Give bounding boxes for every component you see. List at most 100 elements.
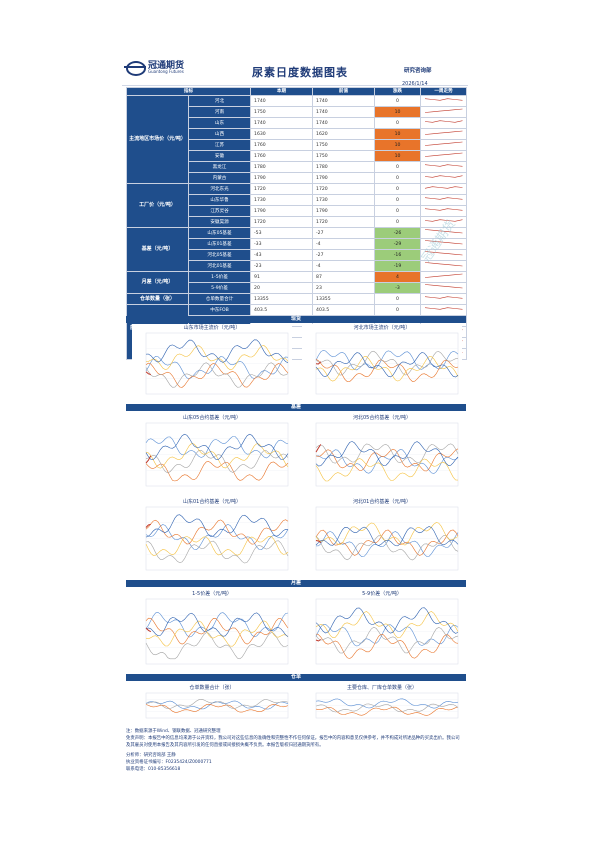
previous-value: 1720 [312,216,376,229]
chart-title: 1-5价差（元/吨） [192,591,232,597]
column-header: 前值 [312,86,376,97]
indicator-name: 山东华鲁 [187,194,252,207]
weekly-trend-sparkline [420,183,468,196]
chart-hb01-basis-plot [315,506,459,571]
series-line [145,620,289,647]
series-line [315,356,459,382]
chart-warehouse-total-plot [145,692,289,719]
weekly-trend-sparkline [420,271,468,284]
change-value: -3 [374,282,422,295]
series-line [315,448,459,472]
series-line [145,632,289,660]
page-title: 尿素日度数据图表 [252,66,348,79]
current-value: -43 [250,249,314,262]
previous-value: 1620 [312,128,376,141]
series-line [315,441,459,467]
weekly-trend-sparkline [420,117,468,130]
indicator-name: 中东FOB [187,304,252,317]
weekly-trend-sparkline [420,150,468,163]
change-value: -16 [374,249,422,262]
weekly-trend-sparkline [420,194,468,207]
series-line [315,611,459,639]
change-value: -19 [374,260,422,273]
series-line [315,639,322,642]
current-value: 20 [250,282,314,295]
current-value: -23 [250,260,314,273]
column-header: 一周走势 [420,86,468,97]
series-line [145,514,289,538]
series-line [315,349,459,371]
indicator-name: 安徽昊源 [187,216,252,229]
weekly-trend-sparkline [420,293,468,306]
indicator-name: 江苏灵谷 [187,205,252,218]
indicator-name: 山西 [187,128,252,141]
table-row: 工厂价（元/吨） 河北东光 1720 1720 0 [126,183,468,229]
indicator-name: 1-5价差 [187,271,252,284]
current-value: 1740 [250,117,314,130]
table-row: 主流地区市场价（元/吨） 河北 1740 1740 0 [126,95,468,185]
previous-value: 1740 [312,95,376,108]
current-value: 403.5 [250,304,314,317]
previous-value: 1790 [312,205,376,218]
indicator-name: 内蒙古 [187,172,252,185]
section-basis: 基差 [126,404,466,411]
change-value: 0 [374,205,422,218]
chart-title: 仓单数量合计（张） [189,685,235,691]
license-number: 执业资格证书编号：F0235424/Z0000771 [126,760,212,765]
current-value: 1730 [250,194,314,207]
weekly-trend-sparkline [420,139,468,152]
table-header-row: 指标 本期 前值 涨跌 一周走势 [125,86,468,97]
change-value: 10 [374,150,422,163]
series-line [145,523,151,528]
change-value: -29 [374,238,422,251]
section-warehouse: 仓单 [126,674,466,681]
series-line [145,612,289,637]
weekly-trend-sparkline [420,304,468,317]
previous-value: 1730 [312,194,376,207]
change-value: 0 [374,216,422,229]
series-line [315,623,459,647]
series-line [145,443,289,469]
previous-value: 403.5 [312,304,376,317]
previous-value: -4 [312,238,376,251]
series-line [315,352,459,378]
change-value: 0 [374,194,422,207]
chart-5-9-spread: 5-9价差（元/吨） [302,590,462,672]
series-line [315,361,322,365]
table-row: 月差（元/吨） 1-5价差 91 87 4 [126,271,468,295]
series-line [145,339,289,363]
series-line [315,531,459,558]
weekly-trend-sparkline [420,95,468,108]
series-line [145,362,289,388]
change-value: 0 [374,161,422,174]
series-line [315,458,459,482]
weekly-trend-sparkline [420,282,468,295]
indicator-name: 江苏 [187,139,252,152]
change-value: 0 [374,183,422,196]
chart-sd05-basis-plot [145,422,289,487]
series-line [145,698,289,709]
series-line [145,436,289,459]
previous-value: 87 [312,271,376,284]
series-line [145,455,152,464]
previous-value: 1720 [312,183,376,196]
chart-hb01-basis: 河北01合约基差（元/吨） [302,498,462,578]
change-value: 0 [374,304,422,317]
section-spot: 现货 [126,316,466,323]
previous-value: 1750 [312,139,376,152]
indicator-name: 5-9价差 [187,282,252,295]
chart-warehouse-total: 仓单数量合计（张） [132,684,292,726]
report-sheet: 冠通期货 Guantong Futures 尿素日度数据图表 研究咨询部 202… [122,52,468,772]
current-value: 1760 [250,150,314,163]
series-line [315,607,459,634]
previous-value: -27 [312,227,376,240]
indicator-name: 河北东光 [187,183,252,196]
chart-title: 主要仓库、厂库仓单数量（张） [346,685,417,691]
series-line [145,627,152,633]
indicator-name: 仓单数量合计 [187,293,252,306]
series-line [315,698,459,709]
series-line [315,444,322,453]
column-header: 涨跌 [374,86,422,97]
previous-value: 1740 [312,117,376,130]
chart-title: 山东市场主流价（元/吨） [183,325,241,331]
